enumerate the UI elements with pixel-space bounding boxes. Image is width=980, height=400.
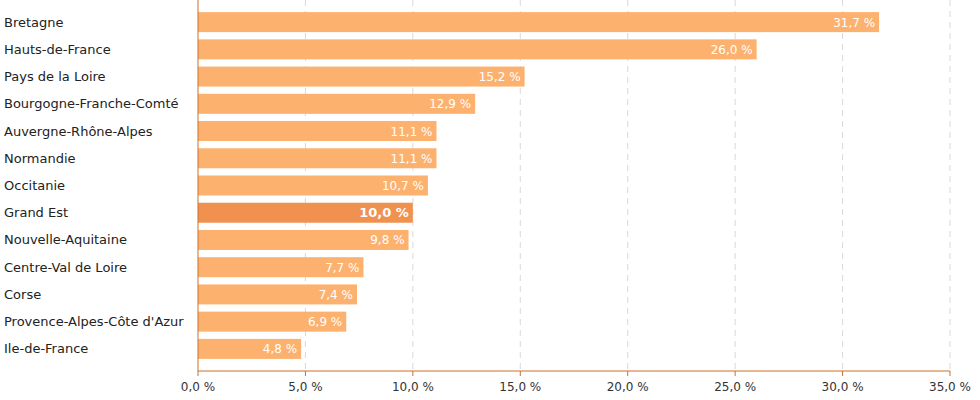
data-label: 26,0 %: [711, 43, 753, 57]
tick-mark: [627, 371, 628, 376]
category-label: Ile-de-France: [4, 341, 88, 356]
tick-label: 10,0 %: [392, 380, 434, 394]
category-label: Normandie: [4, 151, 76, 166]
category-label: Auvergne-Rhône-Alpes: [4, 124, 153, 139]
x-axis-line: [198, 371, 950, 372]
category-label: Bretagne: [4, 15, 64, 30]
bar: [198, 148, 436, 168]
chart: 0,0 % 5,0 % 10,0 % 15,0 % 20,0 % 25,0 % 30,0 %…: [0, 0, 980, 400]
grid-line: [842, 0, 843, 371]
data-label: 7,7 %: [325, 261, 359, 275]
tick-label: 35,0 %: [929, 380, 971, 394]
bar: [198, 339, 301, 359]
tick-label: 0,0 %: [181, 380, 215, 394]
category-label: Corse: [4, 287, 41, 302]
bar: [198, 257, 363, 277]
data-label: 9,8 %: [370, 233, 404, 247]
tick-mark: [735, 371, 736, 376]
data-label: 10,0 %: [359, 205, 409, 220]
bar: [198, 203, 413, 223]
bar: [198, 312, 346, 332]
bar: [198, 284, 357, 304]
data-label: 10,7 %: [382, 179, 424, 193]
category-label: Centre-Val de Loire: [4, 260, 127, 275]
category-label: Hauts-de-France: [4, 42, 111, 57]
bar: [198, 67, 525, 87]
category-label: Grand Est: [4, 205, 68, 220]
tick-mark: [305, 371, 306, 376]
data-label: 12,9 %: [429, 97, 471, 111]
tick-label: 15,0 %: [499, 380, 541, 394]
tick-label: 5,0 %: [288, 380, 322, 394]
bar: [198, 12, 879, 32]
grid-line: [950, 0, 951, 371]
y-axis-line: [198, 0, 199, 371]
data-label: 7,4 %: [319, 288, 353, 302]
tick-label: 25,0 %: [714, 380, 756, 394]
bar: [198, 121, 436, 141]
category-label: Provence-Alpes-Côte d'Azur: [4, 314, 184, 329]
tick-mark: [198, 371, 199, 376]
data-label: 11,1 %: [391, 152, 433, 166]
data-label: 6,9 %: [308, 315, 342, 329]
tick-mark: [842, 371, 843, 376]
category-label: Occitanie: [4, 178, 65, 193]
bar: [198, 94, 475, 114]
data-label: 11,1 %: [391, 125, 433, 139]
tick-label: 30,0 %: [822, 380, 864, 394]
tick-mark: [520, 371, 521, 376]
category-label: Nouvelle-Aquitaine: [4, 232, 127, 247]
data-label: 31,7 %: [833, 16, 875, 30]
bar: [198, 39, 757, 59]
category-label: Bourgogne-Franche-Comté: [4, 96, 179, 111]
tick-label: 20,0 %: [607, 380, 649, 394]
bar: [198, 176, 428, 196]
data-label: 4,8 %: [263, 342, 297, 356]
bars: [198, 12, 879, 359]
data-label: 15,2 %: [479, 70, 521, 84]
bar: [198, 230, 409, 250]
tick-mark: [950, 371, 951, 376]
tick-mark: [412, 371, 413, 376]
category-label: Pays de la Loire: [4, 69, 106, 84]
